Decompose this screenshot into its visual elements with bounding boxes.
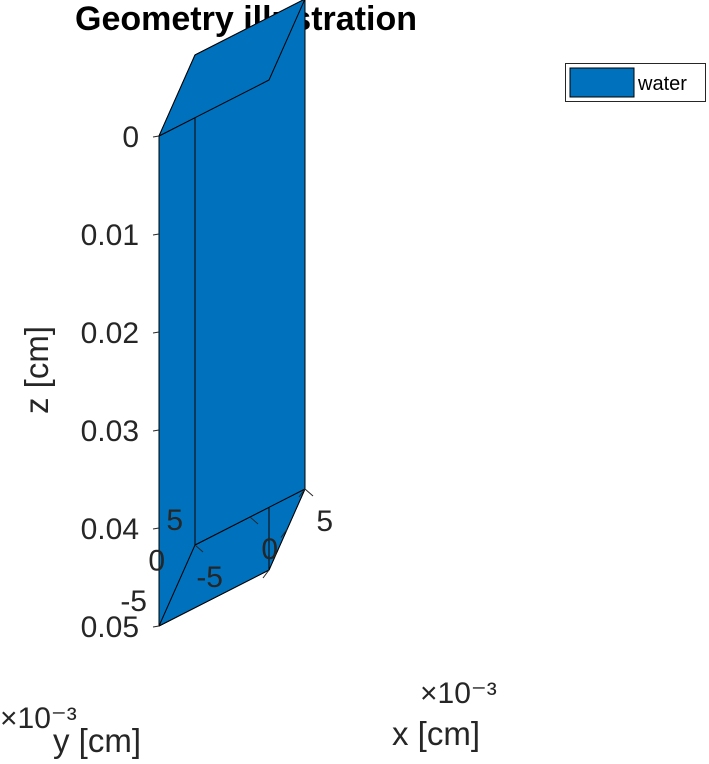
x-tick-label-0: 5 — [316, 505, 333, 538]
z-axis-label: z [cm] — [18, 326, 55, 414]
x-tick-2 — [194, 544, 204, 553]
legend-label-water: water — [637, 73, 687, 95]
y-tick-0 — [298, 488, 306, 498]
x-tick-label-1: 0 — [261, 533, 278, 566]
legend-swatch-water — [569, 67, 635, 98]
z-tick-label-2: 0.02 — [81, 317, 139, 350]
y-axis-exponent: ×10⁻³ — [0, 702, 77, 735]
z-tick-label-5: 0.05 — [81, 611, 139, 644]
z-tick-1 — [152, 233, 160, 236]
z-tick-0 — [152, 135, 160, 138]
z-tick-label-4: 0.04 — [81, 513, 139, 546]
z-tick-5 — [152, 625, 160, 628]
x-tick-0 — [304, 488, 314, 497]
z-tick-label-3: 0.03 — [81, 415, 139, 448]
y-tick-label-1: 0 — [148, 545, 165, 578]
y-tick-1 — [280, 529, 288, 538]
y-tick-2 — [262, 569, 270, 579]
z-tick-label-1: 0.01 — [81, 219, 139, 252]
x-tick-1 — [249, 516, 259, 525]
z-tick-label-0: 0 — [122, 121, 139, 154]
z-tick-3 — [152, 429, 160, 432]
legend: water — [565, 63, 706, 102]
x-axis-exponent: ×10⁻³ — [420, 677, 497, 710]
x-axis-label: x [cm] — [392, 715, 480, 752]
box-face-top — [158, 0, 306, 137]
z-tick-4 — [152, 527, 160, 530]
y-axis-label: y [cm] — [53, 722, 141, 759]
z-tick-2 — [152, 331, 160, 334]
y-tick-label-2: -5 — [120, 585, 147, 618]
x-tick-label-2: -5 — [196, 561, 223, 594]
y-tick-label-0: 5 — [166, 504, 183, 537]
